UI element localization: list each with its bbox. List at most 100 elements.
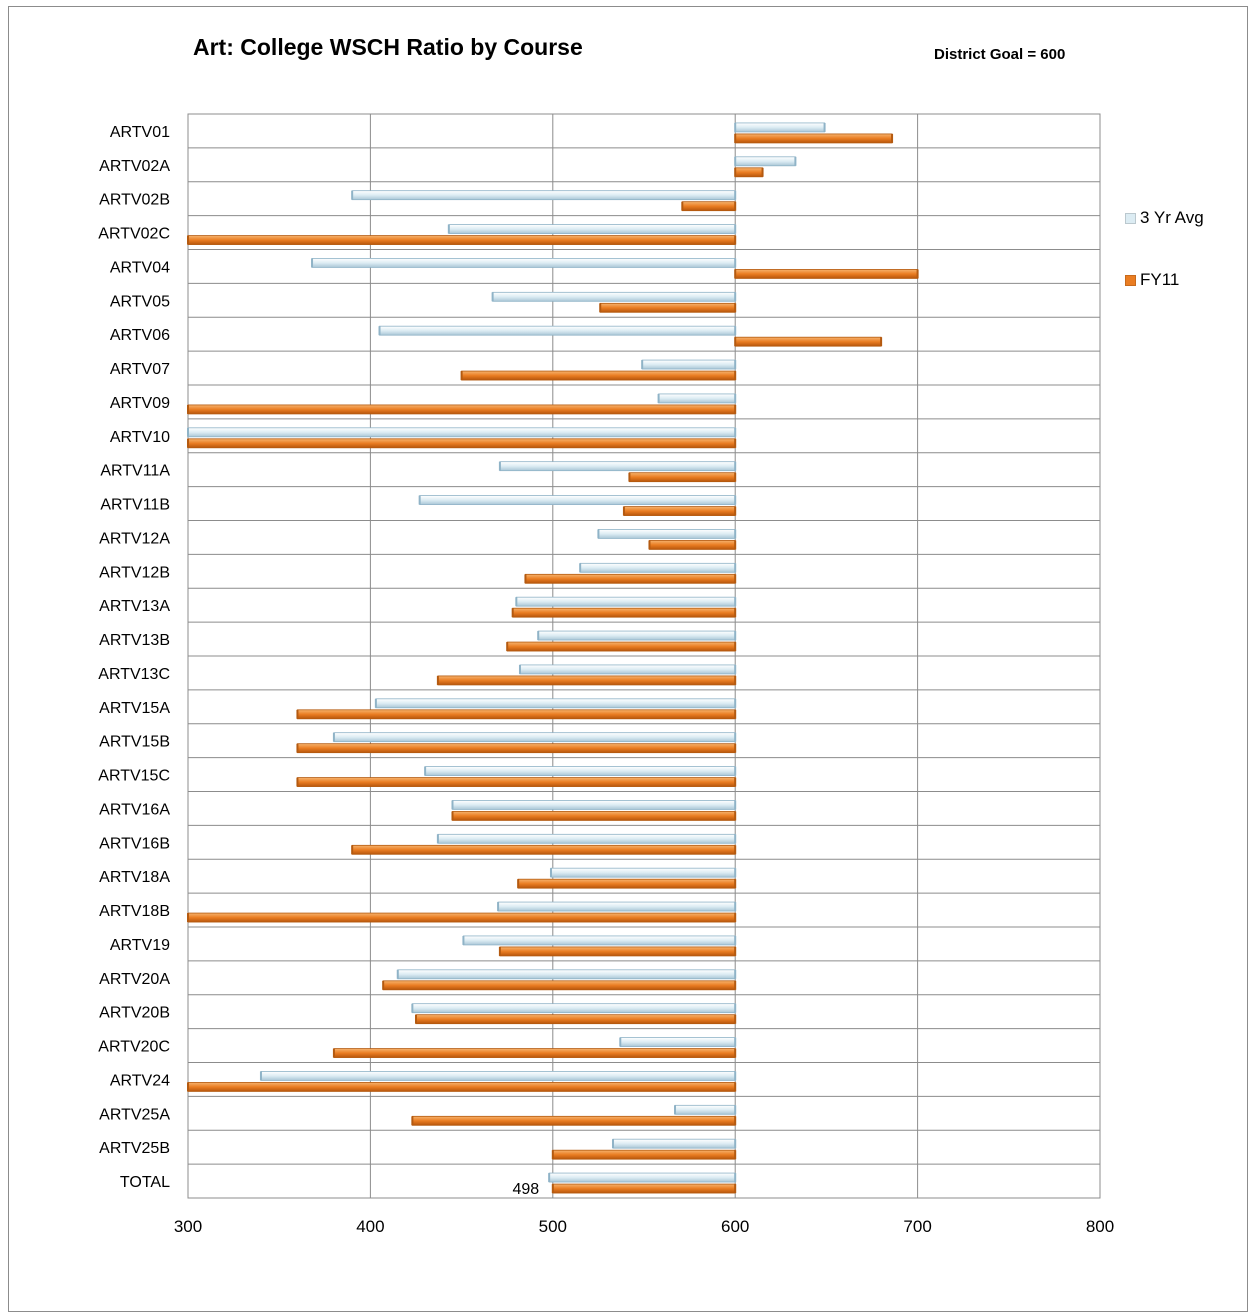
bar-3yr-avg — [519, 664, 736, 675]
bar-fy11 — [411, 1115, 736, 1126]
bar-3yr-avg — [351, 190, 736, 201]
bar-fy11-cap — [734, 642, 737, 652]
bar-3yr-avg-cap — [734, 732, 737, 742]
bar-fy11-cap — [187, 1082, 189, 1092]
x-tick-label: 800 — [1086, 1217, 1114, 1236]
bar-3yr-avg — [492, 291, 736, 302]
bar-3yr-avg — [397, 969, 736, 980]
bar-3yr-avg — [448, 224, 736, 234]
bar-fy11 — [506, 641, 736, 652]
bar-3yr-avg — [550, 867, 736, 878]
bar-fy11 — [297, 709, 736, 720]
bar-fy11-cap — [734, 235, 737, 245]
bar-fy11 — [187, 404, 736, 415]
bar-fy11 — [382, 980, 736, 991]
bar-fy11-cap — [628, 472, 631, 482]
category-label: ARTV18B — [99, 903, 170, 920]
legend-item: FY11 — [1125, 270, 1179, 290]
bar-3yr-avg-cap — [734, 1071, 737, 1081]
bar-fy11-cap — [734, 472, 737, 482]
bar-3yr-avg-cap — [734, 766, 737, 776]
bar-fy11-cap — [551, 1184, 554, 1194]
bar-3yr-avg — [463, 935, 736, 946]
bar-fy11-cap — [734, 167, 737, 177]
bar-fy11-cap — [524, 574, 527, 584]
bar-fy11-cap — [734, 201, 737, 211]
category-label: ARTV09 — [110, 395, 170, 412]
bar-fy11-cap — [734, 608, 737, 618]
bar-fy11-cap — [415, 1014, 417, 1024]
bar-fy11-cap — [351, 845, 354, 855]
category-label: ARTV02A — [99, 158, 170, 175]
bar-fy11-cap — [622, 506, 625, 516]
bar-fy11 — [499, 946, 736, 957]
bar-3yr-avg-cap — [498, 461, 501, 471]
bar-fy11-cap — [734, 1116, 737, 1126]
bar-fy11-cap — [451, 811, 454, 821]
chart-title: Art: College WSCH Ratio by Course — [193, 34, 583, 60]
bar-3yr-avg — [658, 393, 736, 404]
bar-3yr-avg-cap — [734, 800, 737, 810]
bar-fy11 — [415, 1014, 736, 1025]
category-label: ARTV01 — [110, 124, 170, 141]
bar-3yr-avg-cap — [462, 935, 465, 945]
bar-fy11-cap — [296, 743, 299, 753]
bar-3yr-avg-cap — [396, 969, 399, 979]
category-label: ARTV12A — [99, 530, 170, 547]
bar-3yr-avg-cap — [734, 664, 737, 674]
bar-fy11-cap — [187, 404, 189, 414]
bar-fy11-cap — [460, 371, 463, 381]
bar-3yr-avg-cap — [734, 1139, 737, 1149]
category-label: ARTV11B — [100, 497, 170, 514]
bar-3yr-avg-cap — [734, 1037, 737, 1047]
category-label: ARTV16B — [99, 835, 170, 852]
bar-3yr-avg — [411, 1003, 736, 1014]
bar-3yr-avg — [619, 1037, 736, 1047]
bar-3yr-avg-cap — [436, 834, 439, 844]
category-label: ARTV25A — [99, 1106, 170, 1123]
bar-fy11 — [734, 133, 893, 144]
category-label: ARTV15B — [99, 734, 170, 751]
bar-3yr-avg-cap — [515, 597, 518, 607]
bar-fy11-cap — [734, 1150, 737, 1160]
bar-3yr-avg-cap — [579, 563, 582, 573]
bar-3yr-avg-cap — [734, 631, 737, 641]
bar-3yr-avg — [548, 1172, 736, 1183]
bar-3yr-avg-cap — [411, 1003, 414, 1013]
bar-fy11-cap — [681, 201, 684, 211]
bar-3yr-avg — [734, 156, 796, 167]
x-tick-label: 600 — [721, 1217, 749, 1236]
legend-swatch — [1125, 274, 1136, 286]
bar-3yr-avg-cap — [734, 698, 737, 708]
bar-3yr-avg-cap — [734, 935, 737, 945]
bar-3yr-avg-cap — [657, 393, 660, 403]
bar-3yr-avg-cap — [619, 1037, 622, 1047]
bar-fy11-cap — [734, 675, 737, 685]
bar-3yr-avg-cap — [597, 529, 600, 539]
category-label: ARTV20A — [99, 971, 170, 988]
category-label: ARTV19 — [110, 937, 170, 954]
bar-fy11-cap — [187, 235, 189, 245]
x-tick-label: 400 — [356, 1217, 384, 1236]
bar-3yr-avg — [499, 461, 736, 472]
category-label: ARTV05 — [110, 293, 170, 310]
bar-fy11-cap — [734, 845, 737, 855]
bar-3yr-avg-cap — [259, 1071, 262, 1081]
category-label: ARTV13B — [99, 632, 170, 649]
category-label: ARTV25B — [99, 1140, 170, 1157]
bar-3yr-avg-cap — [734, 1105, 737, 1115]
bar-3yr-avg — [537, 630, 736, 641]
bar-3yr-avg-cap — [734, 1173, 737, 1183]
legend-label: 3 Yr Avg — [1140, 208, 1204, 227]
category-label: ARTV10 — [110, 429, 170, 446]
bar-fy11-cap — [916, 269, 919, 279]
bar-fy11 — [452, 811, 736, 821]
bar-3yr-avg — [579, 562, 736, 573]
bar-3yr-avg — [375, 698, 736, 709]
bar-3yr-avg — [674, 1104, 736, 1115]
bar-3yr-avg-cap — [548, 1173, 551, 1183]
bar-fy11 — [297, 777, 736, 787]
bar-3yr-avg-cap — [734, 122, 737, 132]
bar-3yr-avg-cap — [418, 495, 421, 505]
bar-3yr-avg-cap — [447, 224, 450, 234]
